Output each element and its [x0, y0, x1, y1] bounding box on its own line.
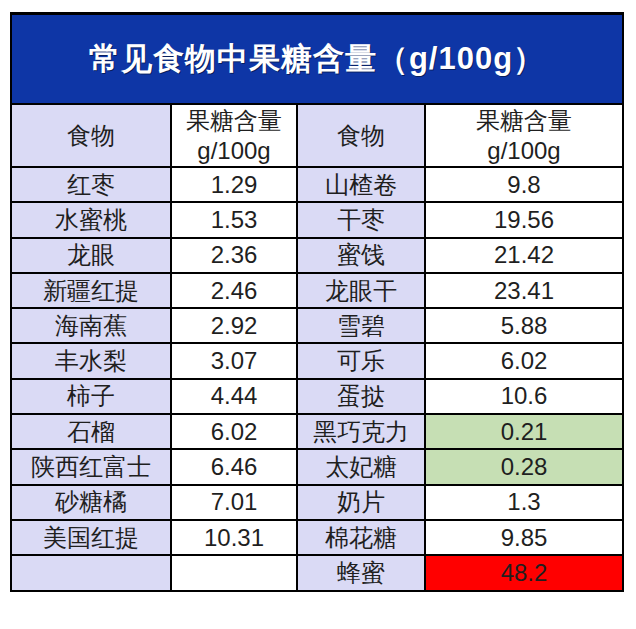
table-row: 蜂蜜48.2 — [11, 555, 623, 590]
value-cell: 9.8 — [425, 167, 623, 202]
table-row: 丰水梨3.07可乐6.02 — [11, 343, 623, 378]
title-row: 常见食物中果糖含量（g/100g） — [11, 14, 623, 105]
value-cell — [171, 555, 297, 590]
value-cell: 6.02 — [171, 414, 297, 449]
food-cell: 棉花糖 — [297, 520, 425, 555]
value-cell: 3.07 — [171, 343, 297, 378]
value-cell: 10.31 — [171, 520, 297, 555]
header-content-left-line1: 果糖含量 — [172, 106, 296, 135]
value-cell: 9.85 — [425, 520, 623, 555]
value-cell: 5.88 — [425, 308, 623, 343]
header-content-left-line2: g/100g — [172, 136, 296, 165]
value-cell: 19.56 — [425, 202, 623, 237]
value-cell: 2.92 — [171, 308, 297, 343]
food-cell: 蜜饯 — [297, 238, 425, 273]
food-cell: 可乐 — [297, 343, 425, 378]
table-row: 水蜜桃1.53干枣19.56 — [11, 202, 623, 237]
food-cell: 砂糖橘 — [11, 485, 171, 520]
table-row: 龙眼2.36蜜饯21.42 — [11, 238, 623, 273]
food-cell — [11, 555, 171, 590]
food-cell: 龙眼 — [11, 238, 171, 273]
food-cell: 蜂蜜 — [297, 555, 425, 590]
food-cell: 奶片 — [297, 485, 425, 520]
header-row: 食物 果糖含量 g/100g 食物 果糖含量 g/100g — [11, 104, 623, 167]
value-cell: 4.44 — [171, 379, 297, 414]
food-cell: 水蜜桃 — [11, 202, 171, 237]
value-cell: 1.3 — [425, 485, 623, 520]
value-cell: 0.21 — [425, 414, 623, 449]
value-cell: 23.41 — [425, 273, 623, 308]
header-content-right: 果糖含量 g/100g — [425, 104, 623, 167]
header-food-right: 食物 — [297, 104, 425, 167]
value-cell: 1.29 — [171, 167, 297, 202]
fructose-table: 常见食物中果糖含量（g/100g） 食物 果糖含量 g/100g 食物 果糖含量… — [10, 12, 624, 592]
table-row: 陕西红富士6.46太妃糖0.28 — [11, 449, 623, 484]
table-row: 海南蕉2.92雪碧5.88 — [11, 308, 623, 343]
header-content-right-line1: 果糖含量 — [426, 106, 622, 135]
table-row: 石榴6.02黑巧克力0.21 — [11, 414, 623, 449]
food-cell: 陕西红富士 — [11, 449, 171, 484]
food-cell: 雪碧 — [297, 308, 425, 343]
header-food-left: 食物 — [11, 104, 171, 167]
value-cell: 2.36 — [171, 238, 297, 273]
fructose-table-page: 常见食物中果糖含量（g/100g） 食物 果糖含量 g/100g 食物 果糖含量… — [10, 12, 624, 592]
food-cell: 太妃糖 — [297, 449, 425, 484]
food-cell: 海南蕉 — [11, 308, 171, 343]
value-cell: 2.46 — [171, 273, 297, 308]
food-cell: 山楂卷 — [297, 167, 425, 202]
food-cell: 干枣 — [297, 202, 425, 237]
value-cell: 6.02 — [425, 343, 623, 378]
food-cell: 新疆红提 — [11, 273, 171, 308]
value-cell: 6.46 — [171, 449, 297, 484]
table-title: 常见食物中果糖含量（g/100g） — [11, 14, 623, 105]
food-cell: 红枣 — [11, 167, 171, 202]
value-cell: 10.6 — [425, 379, 623, 414]
food-cell: 黑巧克力 — [297, 414, 425, 449]
food-cell: 美国红提 — [11, 520, 171, 555]
table-row: 红枣1.29山楂卷9.8 — [11, 167, 623, 202]
food-cell: 龙眼干 — [297, 273, 425, 308]
food-cell: 柿子 — [11, 379, 171, 414]
food-cell: 石榴 — [11, 414, 171, 449]
table-row: 柿子4.44蛋挞10.6 — [11, 379, 623, 414]
value-cell: 1.53 — [171, 202, 297, 237]
header-content-left: 果糖含量 g/100g — [171, 104, 297, 167]
value-cell: 21.42 — [425, 238, 623, 273]
food-cell: 丰水梨 — [11, 343, 171, 378]
food-cell: 蛋挞 — [297, 379, 425, 414]
value-cell: 48.2 — [425, 555, 623, 590]
table-row: 美国红提10.31棉花糖9.85 — [11, 520, 623, 555]
value-cell: 0.28 — [425, 449, 623, 484]
header-content-right-line2: g/100g — [426, 136, 622, 165]
table-row: 砂糖橘7.01奶片1.3 — [11, 485, 623, 520]
table-row: 新疆红提2.46龙眼干23.41 — [11, 273, 623, 308]
value-cell: 7.01 — [171, 485, 297, 520]
